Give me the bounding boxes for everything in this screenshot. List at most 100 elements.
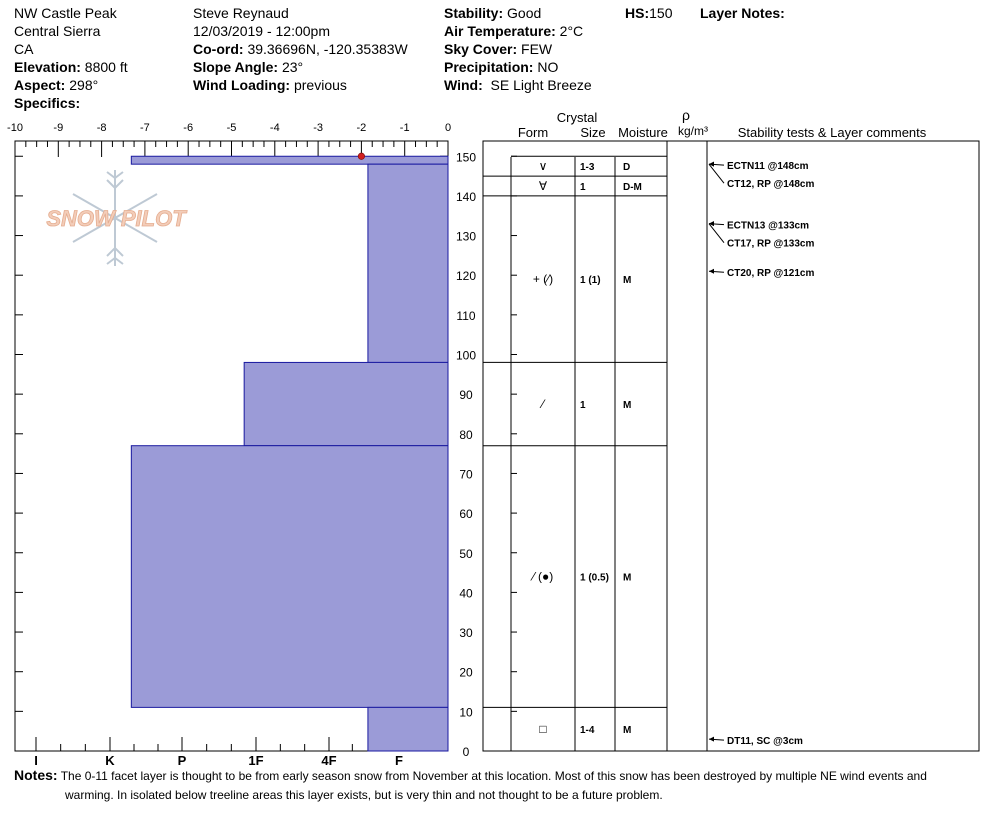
hardness-label: K xyxy=(105,753,115,766)
sky-cover: Sky Cover: FEW xyxy=(444,41,553,57)
elevation: Elevation: 8800 ft xyxy=(14,59,128,75)
stability-test: CT17, RP @133cm xyxy=(727,239,814,250)
layer-table: Crystal Form Size Moisture ρ kg/m³ Stabi… xyxy=(482,107,980,752)
hardness-layer xyxy=(367,706,449,752)
header-middle: Steve Reynaud 12/03/2019 - 12:00pm Co-or… xyxy=(193,4,408,94)
coordinates: Co-ord: 39.36696N, -120.35383W xyxy=(193,41,408,57)
temp-tick-label: -5 xyxy=(227,122,237,134)
height-tick-label: 130 xyxy=(456,230,476,244)
hardness-layer xyxy=(243,361,449,447)
stability-test: ECTN11 @148cm xyxy=(727,161,809,172)
height-tick-label: 90 xyxy=(459,388,473,402)
height-tick-label: 60 xyxy=(459,507,473,521)
layer-rows: ∨ 1-3 D ∀ 1 D-M + (⁄) 1 (1) M ⁄ 1 M ⁄ (●) 1 (0.5) M □ 1-… xyxy=(483,155,667,736)
stability-test: DT11, SC @3cm xyxy=(727,736,803,747)
height-tick-label: 150 xyxy=(456,150,476,164)
rho-header: ρ xyxy=(682,107,690,123)
height-tick-label: 20 xyxy=(459,666,473,680)
notes-label: Notes: xyxy=(14,767,58,783)
hardness-label: 1F xyxy=(248,753,263,766)
hardness-label: 4F xyxy=(321,753,336,766)
crystal-header: Crystal xyxy=(557,110,598,125)
notes: Notes: The 0-11 facet layer is thought t… xyxy=(14,766,974,805)
stability-tests: ECTN11 @148cm CT12, RP @148cm ECTN13 @133c… xyxy=(708,161,814,747)
temperature-points xyxy=(357,152,365,160)
test-arrow-icon xyxy=(709,268,714,274)
layer-size: 1-3 xyxy=(580,162,595,173)
layer-form: ⁄ (●) xyxy=(530,570,554,584)
layer-form: ∨ xyxy=(539,159,548,173)
air-temperature: Air Temperature: 2°C xyxy=(444,23,584,39)
form-header: Form xyxy=(518,125,548,140)
range: Central Sierra xyxy=(14,23,101,39)
height-tick-label: 110 xyxy=(456,309,475,323)
layer-size: 1 (1) xyxy=(580,275,601,286)
header-left: NW Castle Peak Central Sierra CA Elevati… xyxy=(14,4,128,112)
layer-size: 1 xyxy=(580,400,586,411)
layer-moisture: D xyxy=(623,162,630,173)
slope-angle: Slope Angle: 23° xyxy=(193,59,304,75)
observer: Steve Reynaud xyxy=(193,5,289,21)
size-header: Size xyxy=(580,125,605,140)
layer-notes-label: Layer Notes: xyxy=(700,5,785,21)
hardness-label: F xyxy=(395,753,403,766)
state: CA xyxy=(14,41,34,57)
layer-form: ⁄ xyxy=(539,397,546,411)
layer-size: 1 xyxy=(580,182,586,193)
hardness-layer xyxy=(130,155,449,165)
layer-moisture: M xyxy=(623,275,631,286)
test-leader xyxy=(708,163,725,184)
hardness-layer xyxy=(130,445,449,708)
temperature-point xyxy=(357,152,365,160)
temp-tick-label: -6 xyxy=(183,122,193,134)
layer-moisture: D-M xyxy=(623,182,642,193)
layer-moisture: M xyxy=(623,400,631,411)
temp-tick-label: -9 xyxy=(53,122,63,134)
hardness-layers xyxy=(130,155,449,752)
wind: Wind: SE Light Breeze xyxy=(444,77,592,93)
height-tick-label: 0 xyxy=(463,745,470,759)
hs: HS:150 xyxy=(625,5,673,21)
height-tick-label: 80 xyxy=(459,428,473,442)
hardness-axis: I K P 1F 4F F xyxy=(34,737,403,766)
header-right: Stability: Good Air Temperature: 2°C Sky… xyxy=(444,4,592,94)
test-leader xyxy=(708,223,725,243)
temp-tick-label: -2 xyxy=(357,122,367,134)
stability-test: ECTN13 @133cm xyxy=(727,221,809,232)
svg-text:SNOW PILOT: SNOW PILOT xyxy=(46,206,187,231)
temp-tick-label: -3 xyxy=(313,122,323,134)
density-unit-header: kg/m³ xyxy=(678,124,708,138)
height-tick-label: 40 xyxy=(459,586,473,600)
test-arrow-icon xyxy=(709,736,714,742)
temperature-axis: -10 -9 -8 -7 -6 -5 -4 -3 -2 -1 0 xyxy=(7,122,451,157)
stability-test: CT20, RP @121cm xyxy=(727,268,814,279)
temp-tick-label: -8 xyxy=(97,122,107,134)
notes-line2: warming. In isolated below treeline area… xyxy=(65,788,663,802)
stability-test: CT12, RP @148cm xyxy=(727,179,814,190)
layer-moisture: M xyxy=(623,573,631,584)
notes-line1: The 0-11 facet layer is thought to be fr… xyxy=(60,769,927,783)
height-tick-label: 140 xyxy=(456,190,476,204)
test-arrow-icon xyxy=(709,161,714,167)
height-tick-label: 50 xyxy=(459,547,473,561)
temp-tick-label: -7 xyxy=(140,122,150,134)
moisture-header: Moisture xyxy=(618,125,668,140)
height-tick-label: 120 xyxy=(456,269,476,283)
temp-tick-label: 0 xyxy=(445,122,451,134)
location: NW Castle Peak xyxy=(14,5,117,21)
stability: Stability: Good xyxy=(444,5,542,21)
layer-form: ∀ xyxy=(539,179,548,193)
snow-profile-chart: SNOW PILOT -10 -9 -8 -7 -6 -5 -4 -3 -2 -1 0 I K P 1F 4… xyxy=(7,107,980,766)
aspect: Aspect: 298° xyxy=(14,77,99,93)
temp-tick-label: -4 xyxy=(270,122,280,134)
height-tick-label: 10 xyxy=(459,705,473,719)
comments-header: Stability tests & Layer comments xyxy=(738,125,927,140)
layer-moisture: M xyxy=(623,725,631,736)
datetime: 12/03/2019 - 12:00pm xyxy=(193,23,330,39)
temp-tick-label: -1 xyxy=(400,122,410,134)
layer-form: + (⁄) xyxy=(533,272,553,286)
layer-size: 1 (0.5) xyxy=(580,573,609,584)
wind-loading: Wind Loading: previous xyxy=(193,77,347,93)
height-tick-label: 100 xyxy=(456,349,476,363)
hardness-label: I xyxy=(34,753,38,766)
